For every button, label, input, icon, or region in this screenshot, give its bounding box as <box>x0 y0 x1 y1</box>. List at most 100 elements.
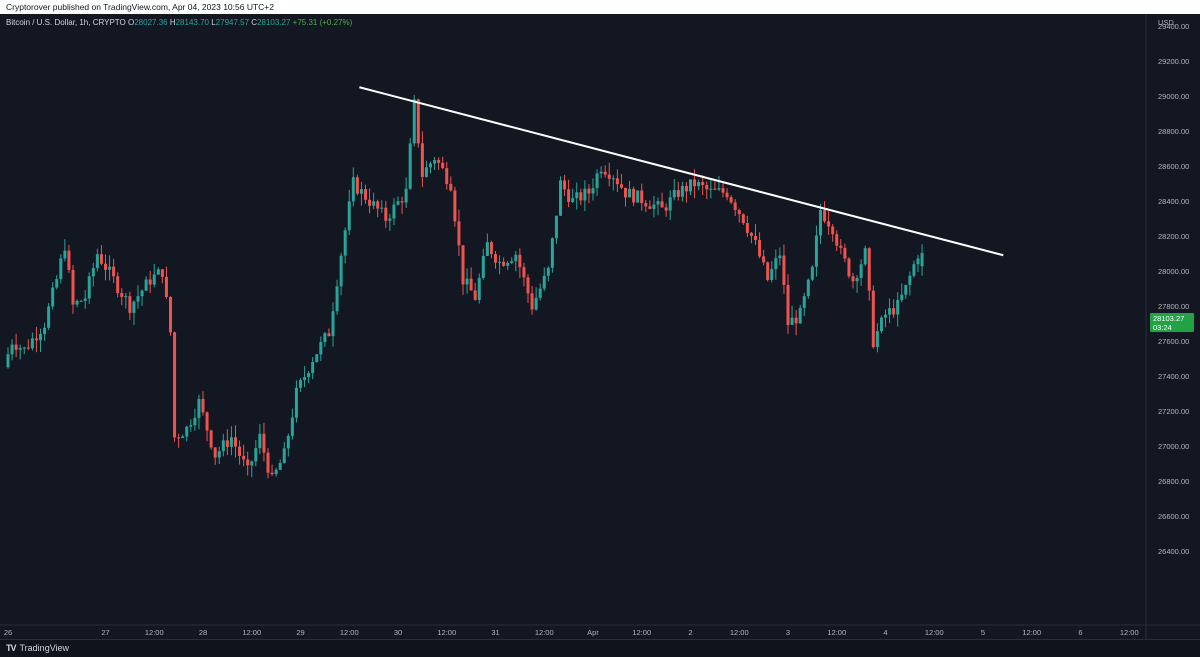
candle-body <box>112 266 116 277</box>
candle-body <box>737 210 741 215</box>
candle-body <box>116 276 120 293</box>
high-label: H <box>169 18 176 27</box>
candle-body <box>30 338 34 349</box>
x-tick-label: 28 <box>199 628 207 637</box>
x-tick-label: 3 <box>786 628 790 637</box>
y-tick-label: 28600.00 <box>1158 162 1189 171</box>
price-chart[interactable]: USD 26400.00 26600.00 26800.00 27000.00 27200… <box>0 14 1200 657</box>
x-tick-label: 12:00 <box>242 628 261 637</box>
candle-body <box>43 327 47 335</box>
candle-body <box>355 177 359 194</box>
candle-body <box>465 278 469 285</box>
candle-body <box>286 435 290 449</box>
x-tick-label: 12:00 <box>145 628 164 637</box>
y-tick-label: 27200.00 <box>1158 407 1189 416</box>
candle-body <box>457 221 461 246</box>
candle-body <box>615 178 619 185</box>
tradingview-logo[interactable]: TV TradingView <box>6 643 69 653</box>
candle-body <box>733 202 737 211</box>
candle-body <box>904 284 908 295</box>
candle-body <box>368 199 372 206</box>
candle-body <box>266 452 270 473</box>
candle-body <box>234 437 237 447</box>
y-tick-label: 28000.00 <box>1158 267 1189 276</box>
candle-body <box>303 377 307 381</box>
x-tick-label: 12:00 <box>827 628 846 637</box>
candle-body <box>749 232 753 236</box>
candle-body <box>660 201 664 208</box>
candle-body <box>221 440 225 452</box>
candle-body <box>563 180 567 190</box>
x-tick-label: 12:00 <box>632 628 651 637</box>
candle-body <box>311 361 315 374</box>
candle-body <box>433 159 437 164</box>
candle-body <box>229 437 233 447</box>
low-value: 27947.57 <box>215 18 250 27</box>
candle-body <box>900 294 904 300</box>
candle-body <box>270 472 274 475</box>
candle-body <box>193 417 197 426</box>
candle-body <box>164 276 168 297</box>
candle-body <box>823 210 827 222</box>
candle-body <box>745 223 749 233</box>
candle-body <box>794 317 798 324</box>
candle-body <box>485 242 489 256</box>
x-tick-label: 12:00 <box>730 628 749 637</box>
candle-body <box>664 207 668 211</box>
candle-body <box>567 189 571 202</box>
y-tick-label: 28200.00 <box>1158 232 1189 241</box>
y-tick-label: 26800.00 <box>1158 477 1189 486</box>
candle-body <box>510 261 514 263</box>
candle-body <box>217 451 221 458</box>
candle-body <box>173 332 177 438</box>
candle-body <box>364 189 367 200</box>
candle-body <box>778 255 782 259</box>
candle-body <box>884 314 887 318</box>
x-tick-label: 29 <box>296 628 304 637</box>
candle-body <box>6 354 10 368</box>
candle-body <box>47 306 51 328</box>
candle-body <box>359 189 363 194</box>
x-tick-label: 12:00 <box>535 628 554 637</box>
candle-body <box>916 258 920 265</box>
candle-body <box>445 168 449 184</box>
candle-body <box>806 279 810 297</box>
candle-body <box>429 163 432 168</box>
candle-body <box>71 269 75 305</box>
close-label: C <box>251 18 258 27</box>
candle-body <box>376 201 380 209</box>
open-value: 28027.36 <box>134 18 168 27</box>
currency-label: USD <box>1158 18 1174 27</box>
candle-body <box>522 267 526 278</box>
candle-body <box>530 293 534 310</box>
candle-body <box>579 192 583 201</box>
candle-body <box>339 255 343 287</box>
candle-body <box>810 266 814 280</box>
candle-body <box>595 173 599 189</box>
candle-body <box>104 263 107 270</box>
candle-body <box>197 398 201 418</box>
candle-body <box>603 171 607 175</box>
candle-body <box>619 184 623 188</box>
candle-body <box>351 177 355 202</box>
trendline[interactable] <box>359 86 1004 257</box>
candle-body <box>871 290 875 348</box>
candle-body <box>477 277 481 300</box>
candle-body <box>140 290 144 297</box>
candle-body <box>473 290 477 300</box>
candle-body <box>831 226 835 235</box>
candle-body <box>388 218 392 221</box>
candle-body <box>396 201 400 205</box>
candle-body <box>169 296 172 333</box>
candle-body <box>461 245 465 285</box>
y-tick-label: 28400.00 <box>1158 197 1189 206</box>
candle-body <box>729 197 733 203</box>
candle-body <box>774 258 778 270</box>
x-tick-label: 30 <box>394 628 402 637</box>
candle-body <box>847 258 851 277</box>
candle-body <box>920 252 924 267</box>
candle-body <box>481 255 485 278</box>
candle-body <box>213 447 217 458</box>
candle-body <box>798 307 802 324</box>
candle-body <box>892 308 896 315</box>
